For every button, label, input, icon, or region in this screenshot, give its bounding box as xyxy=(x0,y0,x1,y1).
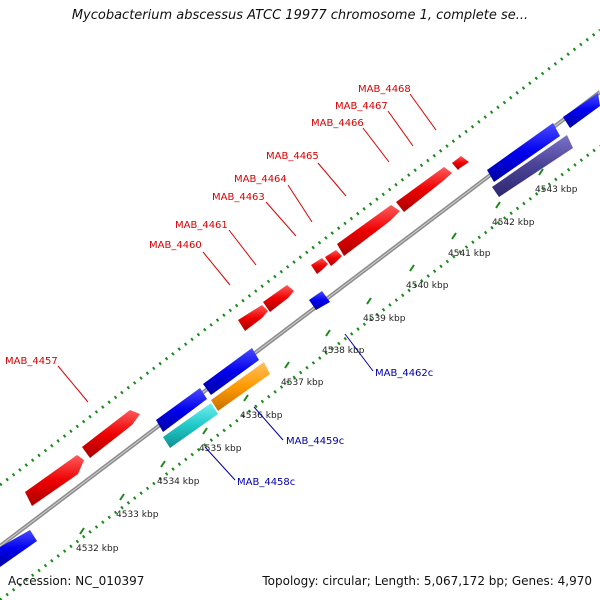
gene-arrow-reverse[interactable] xyxy=(563,93,600,128)
gene-label[interactable]: MAB_4467 xyxy=(335,101,388,112)
gene-arrow-forward[interactable] xyxy=(337,205,400,256)
major-ticks xyxy=(79,168,544,535)
gene-arrow-forward[interactable] xyxy=(396,167,452,212)
forward-gene-labels: MAB_4457 MAB_4460 MAB_4461 MAB_4463 MAB_… xyxy=(5,84,411,367)
gene-arrow-reverse[interactable] xyxy=(487,123,560,182)
gene-arrow-forward[interactable] xyxy=(82,410,140,458)
gene-arrow-orange[interactable] xyxy=(211,362,270,411)
gene-reverse-strand xyxy=(0,93,600,567)
gene-reverse-track-2 xyxy=(163,135,573,448)
reverse-gene-labels: MAB_4458c MAB_4459c MAB_4462c xyxy=(237,368,433,488)
gene-label[interactable]: MAB_4458c xyxy=(237,477,295,488)
major-tick xyxy=(451,232,457,240)
outer-tick-track xyxy=(0,28,600,487)
major-tick xyxy=(325,329,331,337)
tick-label: 4539 kbp xyxy=(363,314,406,324)
major-tick xyxy=(284,361,290,369)
tick-label: 4538 kbp xyxy=(322,346,365,356)
tick-label: 4534 kbp xyxy=(157,477,200,487)
major-tick xyxy=(202,427,208,435)
major-tick xyxy=(79,527,85,535)
gene-label[interactable]: MAB_4463 xyxy=(212,192,265,203)
gene-arrow-forward[interactable] xyxy=(325,250,342,266)
tick-label: 4535 kbp xyxy=(199,444,242,454)
gene-label[interactable]: MAB_4460 xyxy=(149,240,202,251)
gene-label[interactable]: MAB_4457 xyxy=(5,356,58,367)
major-tick xyxy=(538,168,544,176)
gene-arrow-forward[interactable] xyxy=(263,285,294,312)
tick-label: 4540 kbp xyxy=(406,281,449,291)
major-tick xyxy=(366,297,372,305)
gene-arrow-reverse[interactable] xyxy=(309,291,330,310)
major-tick xyxy=(243,394,249,402)
gene-label[interactable]: MAB_4461 xyxy=(175,220,228,231)
gene-arrow-reverse[interactable] xyxy=(156,388,207,432)
gene-arrow-navy[interactable] xyxy=(492,135,573,197)
major-tick xyxy=(119,493,125,501)
accession-text: Accession: NC_010397 xyxy=(8,574,145,588)
tick-label: 4541 kbp xyxy=(448,249,491,259)
tick-label: 4537 kbp xyxy=(281,378,324,388)
gene-arrow-reverse[interactable] xyxy=(0,530,37,567)
gene-label[interactable]: MAB_4464 xyxy=(234,174,287,185)
genome-summary-text: Topology: circular; Length: 5,067,172 bp… xyxy=(262,574,592,588)
reverse-leader-lines xyxy=(204,333,374,481)
gene-arrow-forward[interactable] xyxy=(25,455,84,506)
inner-tick-track xyxy=(0,144,600,600)
gene-label[interactable]: MAB_4468 xyxy=(358,84,411,95)
major-tick xyxy=(495,201,501,209)
gene-arrow-cyan[interactable] xyxy=(163,403,218,448)
forward-leader-lines xyxy=(57,93,437,403)
tick-label: 4543 kbp xyxy=(535,185,578,195)
gene-label[interactable]: MAB_4462c xyxy=(375,368,433,379)
tick-label: 4533 kbp xyxy=(116,510,159,520)
gene-label[interactable]: MAB_4465 xyxy=(266,151,319,162)
gene-arrow-forward[interactable] xyxy=(238,305,268,331)
gene-arrow-reverse[interactable] xyxy=(203,348,259,395)
map-title: Mycobacterium abscessus ATCC 19977 chrom… xyxy=(71,8,529,23)
major-tick xyxy=(160,460,166,468)
gene-forward-strand xyxy=(25,156,469,506)
gene-arrow-forward[interactable] xyxy=(311,258,328,274)
tick-label: 4542 kbp xyxy=(492,218,535,228)
major-tick xyxy=(409,264,415,272)
gene-label[interactable]: MAB_4466 xyxy=(311,118,364,129)
gene-label[interactable]: MAB_4459c xyxy=(286,436,344,447)
gene-arrow-forward[interactable] xyxy=(452,156,469,170)
tick-label: 4532 kbp xyxy=(76,544,119,554)
